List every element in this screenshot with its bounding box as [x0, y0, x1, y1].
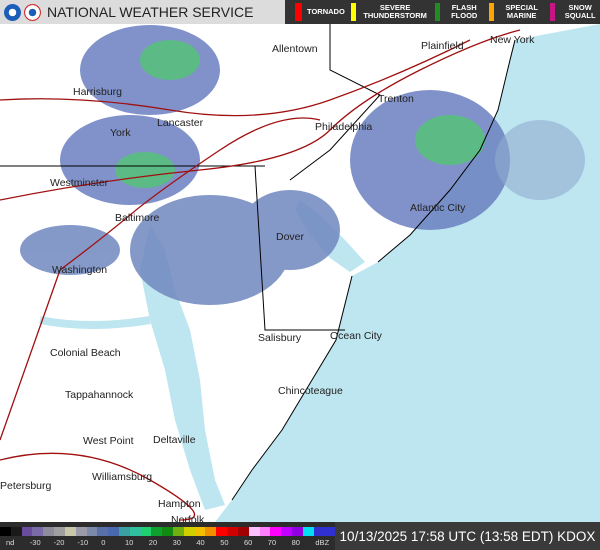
city-label: Ocean City	[330, 330, 382, 342]
color-swatch	[270, 527, 282, 536]
alert-label: FLASH FLOOD	[451, 3, 478, 20]
color-swatch	[97, 527, 109, 536]
scale-label: -10	[77, 538, 89, 547]
color-swatch	[21, 527, 33, 536]
city-label: Harrisburg	[73, 86, 123, 98]
city-label: New York	[490, 34, 535, 46]
nws-logo	[24, 3, 41, 21]
color-swatch	[118, 527, 130, 536]
scale-label: nd	[6, 538, 15, 547]
color-swatch	[108, 527, 119, 536]
city-label: Trenton	[378, 93, 414, 105]
color-swatch	[173, 527, 184, 536]
city-label: Atlantic City	[410, 202, 466, 214]
noaa-logo	[4, 3, 21, 21]
color-swatch	[10, 527, 22, 536]
roads	[0, 29, 521, 521]
city-label: Petersburg	[0, 480, 52, 492]
color-swatch	[227, 527, 238, 536]
alert-type: SEVERE THUNDERSTORM	[350, 3, 430, 21]
alert-label: TORNADO	[307, 7, 345, 16]
alert-label: SNOW SQUALL	[564, 3, 596, 20]
city-label: York	[110, 127, 131, 139]
color-swatch	[54, 527, 65, 536]
chesapeake-bay	[140, 225, 225, 510]
city-label: Dover	[276, 231, 305, 243]
scale-label: dBZ	[315, 538, 330, 547]
reflectivity-legend: nd -30 -20 -10 0 10 20 30 40 50 60 70 80 dBZ	[0, 522, 336, 550]
state-borders	[0, 24, 381, 331]
color-swatch	[324, 527, 336, 536]
alert-type: TORNADO	[295, 3, 345, 21]
color-swatch	[151, 527, 163, 536]
color-swatch	[248, 527, 260, 536]
alert-swatch	[550, 3, 556, 21]
scale-label: 60	[244, 538, 253, 547]
scale-label: 0	[101, 538, 106, 547]
city-label: Colonial Beach	[50, 347, 121, 359]
alert-type: SNOW SQUALL	[550, 3, 600, 21]
timestamp: 10/13/2025 17:58 UTC (13:58 EDT) KDOX	[335, 522, 600, 550]
alert-swatch	[295, 3, 302, 21]
color-swatch	[281, 527, 292, 536]
scale-label: 50	[220, 538, 229, 547]
color-swatch	[194, 527, 206, 536]
color-swatch	[259, 527, 271, 536]
color-swatch	[43, 527, 55, 536]
scale-label: -20	[53, 538, 65, 547]
alert-swatch	[435, 3, 441, 21]
color-swatch	[205, 527, 217, 536]
color-swatch	[183, 527, 195, 536]
alert-label: SEVERE THUNDERSTORM	[363, 3, 427, 20]
color-swatch	[0, 527, 11, 536]
color-swatch	[313, 527, 325, 536]
header-bar: NATIONAL WEATHER SERVICE	[0, 0, 285, 24]
scale-label: 70	[267, 538, 277, 547]
color-swatch	[291, 527, 303, 536]
color-swatch	[216, 527, 228, 536]
city-label: Allentown	[272, 43, 318, 55]
color-swatch	[75, 527, 87, 536]
city-label: Westminster	[50, 177, 109, 189]
scale-label: 10	[125, 538, 134, 547]
scale-label: 20	[148, 538, 158, 547]
color-swatch	[162, 527, 173, 536]
alert-type: FLASH FLOOD	[435, 3, 483, 21]
city-label: Philadelphia	[315, 121, 373, 133]
city-label: West Point	[83, 435, 134, 447]
scale-label: 40	[196, 538, 205, 547]
city-label: Chincoteague	[278, 385, 343, 397]
city-label: Baltimore	[115, 212, 160, 224]
color-scale	[0, 527, 336, 536]
city-label: Salisbury	[258, 332, 302, 344]
alert-type: SPECIAL MARINE	[489, 3, 544, 21]
color-swatch	[302, 527, 314, 536]
scale-label: 80	[291, 538, 300, 547]
color-swatch	[129, 527, 141, 536]
city-label: Deltaville	[153, 434, 196, 446]
color-swatch	[237, 527, 249, 536]
coastline	[231, 39, 516, 501]
alert-swatch	[350, 3, 356, 21]
city-label: Tappahannock	[65, 389, 134, 401]
scale-label: -30	[29, 538, 41, 547]
alert-swatch	[489, 3, 494, 21]
city-label: Williamsburg	[92, 471, 153, 483]
radar-echoes	[20, 25, 585, 305]
scale-label: 30	[172, 538, 181, 547]
city-label: Lancaster	[157, 117, 204, 129]
alert-legend: TORNADO SEVERE THUNDERSTORM FLASH FLOOD SPE…	[285, 0, 600, 24]
alert-label: SPECIAL MARINE	[505, 3, 538, 20]
page-title: NATIONAL WEATHER SERVICE	[47, 4, 254, 20]
potomac-river	[39, 316, 151, 329]
color-swatch	[86, 527, 98, 536]
city-label: Washington	[52, 264, 108, 276]
color-swatch	[64, 527, 76, 536]
city-label: Hampton	[158, 498, 201, 510]
city-label: Plainfield	[421, 40, 464, 52]
color-swatch	[140, 527, 152, 536]
color-swatch	[32, 527, 44, 536]
